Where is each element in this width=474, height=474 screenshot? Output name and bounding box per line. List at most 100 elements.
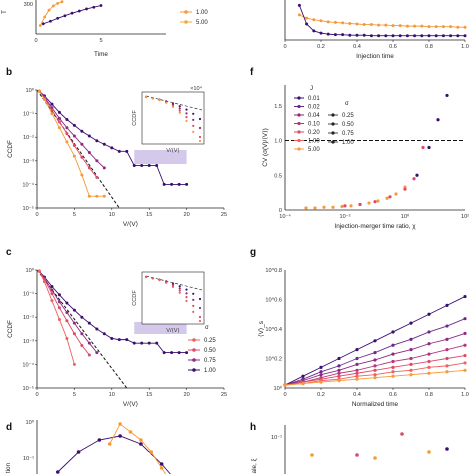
panel-b-series-0-point	[147, 164, 151, 168]
panel-c-series-3-point	[57, 318, 61, 322]
panel-f-legend-sigma-marker	[331, 122, 335, 126]
panel-g-series-1-point	[409, 337, 413, 341]
panel-c-series-1-point	[87, 341, 91, 345]
panel-e-series-0-point	[449, 25, 453, 29]
panel-f-series-0-point	[304, 206, 308, 210]
panel-b-series-0-point	[65, 118, 69, 121]
panel-h-series-0-point	[373, 456, 377, 460]
panel-f-series-0-point	[394, 192, 398, 196]
panel-c-inset-point	[171, 285, 175, 288]
panel-e-series-0-line	[299, 14, 465, 28]
panel-c-series-1-point	[80, 332, 84, 336]
panel-g-series-2-point	[319, 373, 323, 377]
panel-e-series-0-point	[369, 23, 373, 27]
panel-e-series-0-point	[362, 23, 366, 27]
panel-e-series-0-point	[297, 13, 301, 17]
panel-g-series-2-point	[373, 358, 377, 362]
panel-c-series-2-point	[72, 332, 76, 336]
panel-c-inset-point	[185, 292, 188, 295]
panel-b-series-1-point	[102, 166, 106, 170]
panel-a-ytick-label: 300	[24, 2, 33, 8]
panel-b-series-0-point	[95, 139, 99, 143]
panel-b-series-0-point	[80, 129, 84, 133]
panel-c-xtick-label: 20	[183, 392, 189, 398]
panel-e-series-0-point	[341, 21, 345, 25]
panel-f-xlabel: Injection-merger time ratio, χ	[334, 223, 416, 230]
panel-g-series-1-point	[391, 343, 395, 347]
panel-b-inset-point	[165, 101, 168, 104]
panel-c-series-0-point	[170, 351, 174, 355]
panel-f-xtick-label: 10⁰	[401, 213, 410, 220]
panel-c-series-0-point	[125, 338, 129, 342]
panel-c-series-0-point	[72, 308, 76, 312]
panel-c-series-0-point	[80, 315, 84, 319]
panel-g-ytick-label: 10^0.4	[265, 327, 282, 333]
panel-c-inset-point	[178, 287, 181, 290]
panel-e-series-1-point	[441, 34, 445, 38]
panel-b-series-2-point	[87, 166, 91, 170]
panel-e-series-1-point	[341, 33, 345, 37]
panel-g-series-5-point	[463, 361, 467, 365]
panel-g-series-0-point	[463, 294, 467, 299]
panel-f-legend-j-label: 0.20	[308, 130, 320, 136]
panel-e-series-1-point	[463, 34, 467, 38]
panel-g-series-2-point	[427, 342, 431, 346]
panel-g-series-0-point	[319, 365, 323, 369]
panel-b-series-0-point	[87, 134, 91, 138]
panel-h-series-1-point	[400, 432, 404, 436]
panel-e-series-1-point	[297, 3, 301, 7]
panel-c-series-0-point	[147, 341, 151, 345]
panel-b-series-3-point	[65, 140, 69, 144]
panel-a-series-0-point	[99, 4, 103, 7]
panel-b-xtick-label: 25	[221, 212, 227, 218]
panel-a-series-0-point	[85, 7, 88, 11]
panel-e-series-0-point	[427, 25, 431, 29]
panel-b-xtick-label: 0	[35, 212, 38, 218]
panel-c-series-3-line	[38, 270, 75, 365]
panel-g-series-5-point	[445, 364, 449, 368]
panel-d-series-1-line	[109, 423, 167, 474]
panel-g-ytick-label: 10^0.8	[265, 268, 282, 274]
panel-e-series-0-point	[312, 18, 316, 22]
panel-b-reference-line	[36, 89, 120, 209]
panel-f-series-1-point	[358, 202, 362, 207]
panel-f-series-2-point	[445, 93, 449, 98]
panel-f-series-0-point	[367, 201, 371, 205]
panel-c-legend-label: 0.50	[204, 348, 216, 354]
panel-f-legend-j-marker	[297, 104, 301, 109]
panel-c-series-2-point	[50, 292, 54, 296]
panel-c-series-2-point	[87, 353, 91, 357]
panel-g-series-4-point	[373, 368, 377, 372]
panel-g-series-4-point	[409, 362, 413, 366]
panel-e-series-1-point	[319, 31, 323, 35]
panel-c-inset-point	[165, 281, 168, 284]
panel-e-series-1-line	[298, 5, 465, 37]
panel-g-series-3-point	[427, 352, 431, 356]
panel-g-series-4-point	[391, 365, 395, 369]
panel-e-series-0-point	[333, 20, 337, 24]
panel-c-xtick-label: 5	[73, 392, 76, 398]
panel-h-series-0-point	[310, 453, 314, 457]
panel-a-series-0-line	[43, 5, 102, 25]
panel-c-xtick-label: 0	[35, 392, 38, 398]
panel-b-series-3-point	[37, 89, 41, 93]
panel-c-inset-ylabel: CCDF	[132, 290, 138, 306]
panel-c-xtick-label: 10	[109, 392, 115, 398]
panel-a-xtick-label: 5	[99, 38, 102, 44]
panel-b-xtick-label: 10	[109, 212, 115, 218]
panel-c-series-2-point	[80, 344, 84, 348]
panel-e-series-1-point	[355, 33, 359, 37]
panel-f-ytick-label: 1.5	[274, 104, 282, 110]
panel-d-series-1-point	[139, 438, 143, 442]
panel-g-ytick-label: 10^0.2	[265, 357, 282, 363]
panel-c-ytick-label: 10⁻³	[23, 339, 34, 345]
panel-f-ytick-label: 1.0	[274, 139, 282, 145]
panel-f-legend-j-label: 0.10	[308, 122, 320, 128]
panel-c-inset-point	[198, 319, 202, 323]
panel-h-series-1-point	[355, 453, 359, 457]
panel-f-series-2-point	[436, 118, 440, 122]
panel-c-ytick-label: 10⁰	[26, 267, 35, 274]
panel-a-xlabel: Time	[94, 51, 108, 58]
panel-d-series-1-point	[107, 442, 112, 446]
